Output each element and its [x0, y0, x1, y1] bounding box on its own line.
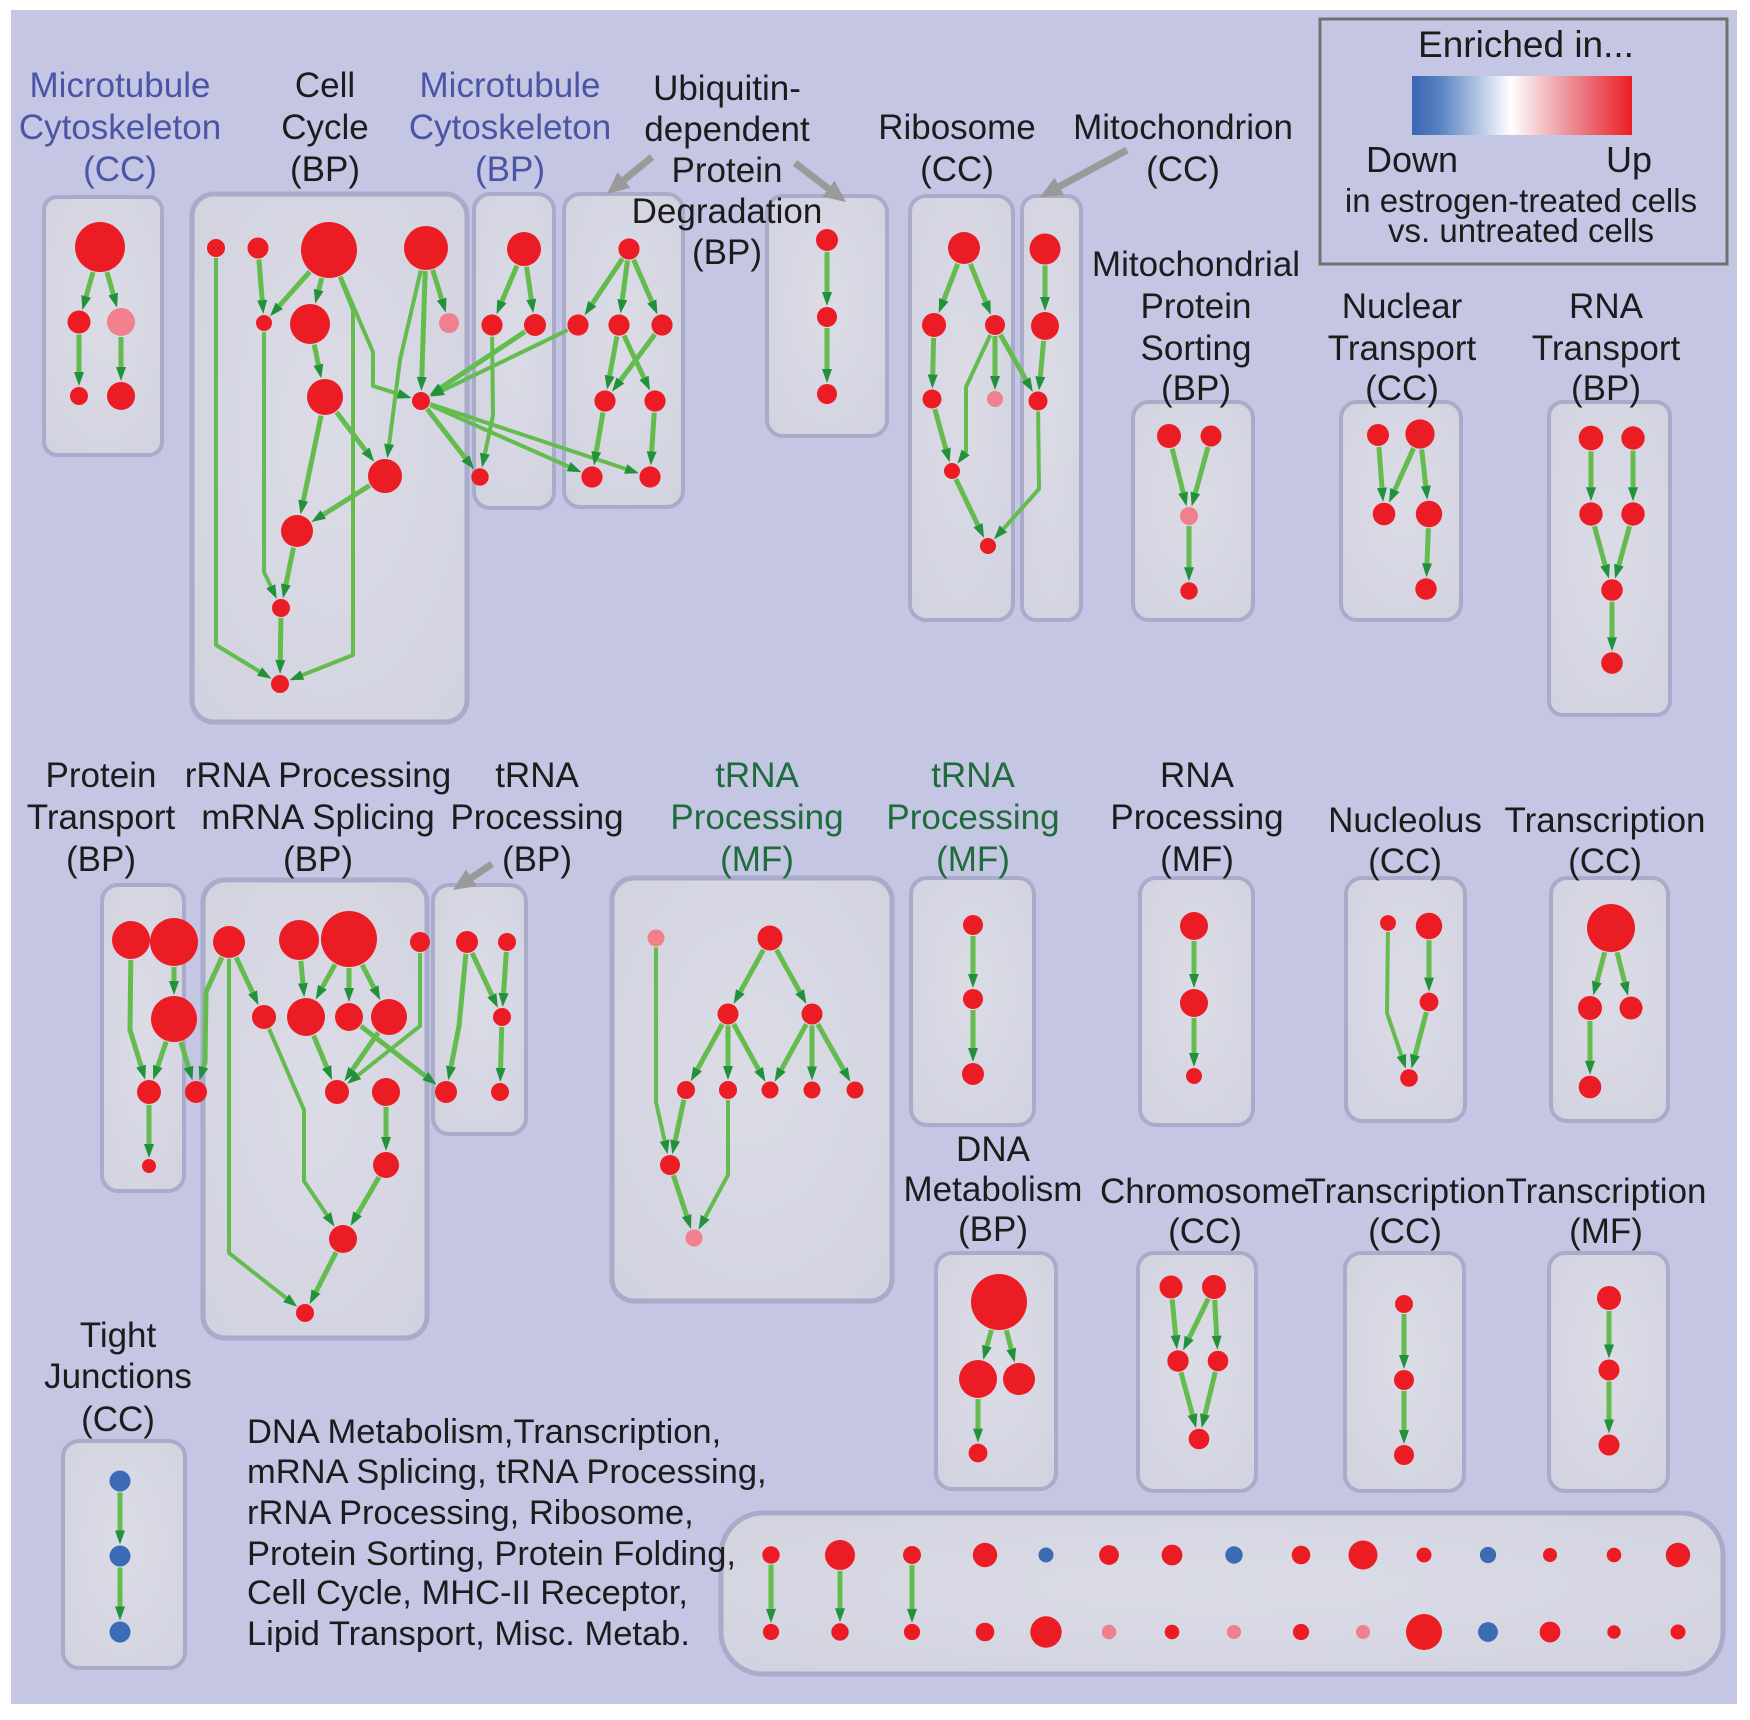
- svg-text:(CC): (CC): [1368, 1212, 1442, 1251]
- svg-text:RNA: RNA: [1569, 287, 1644, 326]
- svg-text:mRNA Splicing, tRNA Processing: mRNA Splicing, tRNA Processing,: [247, 1453, 767, 1491]
- svg-text:Enriched in...: Enriched in...: [1418, 24, 1634, 65]
- svg-text:(BP): (BP): [958, 1210, 1028, 1249]
- svg-text:Sorting: Sorting: [1141, 329, 1252, 368]
- svg-text:(MF): (MF): [1569, 1212, 1643, 1251]
- svg-text:(MF): (MF): [1160, 840, 1234, 879]
- svg-text:(BP): (BP): [290, 150, 360, 189]
- svg-text:Cytoskeleton: Cytoskeleton: [19, 108, 221, 147]
- svg-text:(CC): (CC): [920, 150, 994, 189]
- svg-text:(BP): (BP): [283, 840, 353, 879]
- svg-text:Metabolism: Metabolism: [904, 1170, 1083, 1209]
- svg-text:(MF): (MF): [936, 840, 1010, 879]
- svg-text:Cycle: Cycle: [281, 108, 369, 147]
- svg-text:(BP): (BP): [502, 840, 572, 879]
- svg-text:Protein: Protein: [46, 756, 157, 795]
- svg-text:Transport: Transport: [1328, 329, 1477, 368]
- svg-text:(BP): (BP): [475, 150, 545, 189]
- svg-text:Microtubule: Microtubule: [30, 66, 211, 105]
- svg-text:dependent: dependent: [644, 110, 810, 149]
- svg-text:Chromosome: Chromosome: [1100, 1172, 1310, 1211]
- svg-text:Cell: Cell: [295, 66, 355, 105]
- svg-text:Processing: Processing: [450, 798, 623, 837]
- svg-text:Processing: Processing: [886, 798, 1059, 837]
- svg-text:DNA: DNA: [956, 1130, 1031, 1169]
- svg-text:DNA Metabolism,Transcription,: DNA Metabolism,Transcription,: [247, 1413, 721, 1451]
- svg-text:Processing: Processing: [670, 798, 843, 837]
- svg-text:(BP): (BP): [692, 233, 762, 272]
- svg-text:tRNA: tRNA: [931, 756, 1015, 795]
- svg-text:(BP): (BP): [66, 840, 136, 879]
- svg-text:Junctions: Junctions: [44, 1357, 192, 1396]
- svg-text:Down: Down: [1366, 139, 1458, 180]
- svg-text:mRNA Splicing: mRNA Splicing: [201, 798, 434, 837]
- svg-text:tRNA: tRNA: [495, 756, 579, 795]
- svg-text:RNA: RNA: [1160, 756, 1235, 795]
- svg-text:Ubiquitin-: Ubiquitin-: [653, 69, 801, 108]
- svg-text:(CC): (CC): [81, 1400, 155, 1439]
- svg-text:rRNA Processing: rRNA Processing: [185, 756, 451, 795]
- svg-text:Up: Up: [1606, 139, 1652, 180]
- svg-text:Nucleolus: Nucleolus: [1328, 801, 1482, 840]
- svg-text:Mitochondrial: Mitochondrial: [1092, 245, 1300, 284]
- svg-text:in estrogen-treated cells: in estrogen-treated cells: [1345, 182, 1697, 219]
- svg-text:Transcription: Transcription: [1305, 1172, 1506, 1211]
- svg-text:Transport: Transport: [1532, 329, 1681, 368]
- svg-text:(CC): (CC): [1568, 842, 1642, 881]
- svg-text:(CC): (CC): [1146, 150, 1220, 189]
- svg-text:Protein Sorting, Protein Foldi: Protein Sorting, Protein Folding,: [247, 1535, 736, 1573]
- svg-text:Mitochondrion: Mitochondrion: [1073, 108, 1293, 147]
- svg-text:Transport: Transport: [27, 798, 176, 837]
- svg-text:Protein: Protein: [1141, 287, 1252, 326]
- svg-text:(CC): (CC): [1365, 369, 1439, 408]
- svg-text:Nuclear: Nuclear: [1342, 287, 1463, 326]
- svg-text:Processing: Processing: [1110, 798, 1283, 837]
- svg-text:Transcription: Transcription: [1506, 1172, 1707, 1211]
- svg-text:(MF): (MF): [720, 840, 794, 879]
- svg-text:vs. untreated cells: vs. untreated cells: [1388, 212, 1654, 249]
- svg-text:Cytoskeleton: Cytoskeleton: [409, 108, 611, 147]
- svg-text:tRNA: tRNA: [715, 756, 799, 795]
- svg-text:(CC): (CC): [1168, 1212, 1242, 1251]
- svg-text:Lipid Transport, Misc. Metab.: Lipid Transport, Misc. Metab.: [247, 1615, 690, 1653]
- svg-text:rRNA Processing, Ribosome,: rRNA Processing, Ribosome,: [247, 1494, 694, 1532]
- svg-text:Protein: Protein: [672, 151, 783, 190]
- svg-text:(BP): (BP): [1161, 369, 1231, 408]
- svg-text:Cell Cycle, MHC-II Receptor,: Cell Cycle, MHC-II Receptor,: [247, 1574, 688, 1612]
- svg-text:Microtubule: Microtubule: [420, 66, 601, 105]
- svg-text:(CC): (CC): [1368, 842, 1442, 881]
- svg-text:Ribosome: Ribosome: [878, 108, 1036, 147]
- svg-text:(CC): (CC): [83, 150, 157, 189]
- svg-text:Tight: Tight: [80, 1316, 157, 1355]
- svg-text:Transcription: Transcription: [1505, 801, 1706, 840]
- svg-text:(BP): (BP): [1571, 369, 1641, 408]
- svg-text:Degradation: Degradation: [632, 192, 823, 231]
